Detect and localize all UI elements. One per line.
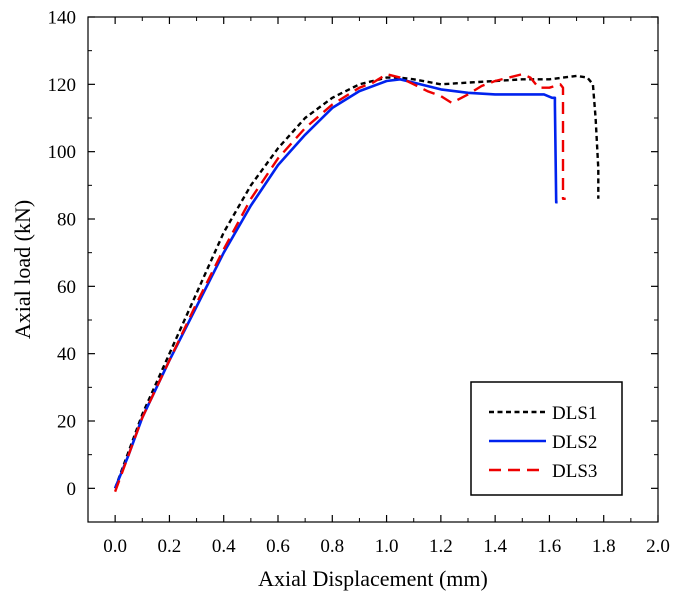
- plot-frame: [87, 16, 659, 523]
- x-tick-label: 1.0: [375, 536, 399, 557]
- legend: DLS1 DLS2 DLS3: [470, 381, 623, 496]
- plot-area: [87, 16, 659, 523]
- x-axis-title: Axial Displacement (mm): [258, 566, 488, 591]
- x-tick-label: 0.8: [320, 536, 344, 557]
- y-axis-title: Axial load (kN): [10, 200, 35, 339]
- x-tick-label: 0.4: [212, 536, 236, 557]
- y-tick-label: 140: [48, 8, 77, 29]
- x-tick-label: 0.0: [103, 536, 127, 557]
- x-tick-label: 1.2: [429, 536, 453, 557]
- y-tick-label: 100: [48, 142, 77, 163]
- series-line-dls3: [113, 72, 566, 493]
- x-tick-label: 0.6: [266, 536, 290, 557]
- legend-box: [470, 381, 623, 496]
- y-tick-label: 60: [57, 277, 76, 298]
- x-tick-label: 2.0: [646, 536, 670, 557]
- legend-label: DLS2: [552, 432, 597, 453]
- x-axis: 0.0 0.2 0.4 0.6 0.8 1.0 1.2 1.4 1.6 1.8 2.0: [87, 17, 670, 557]
- x-tick-label: 1.8: [592, 536, 616, 557]
- x-tick-label: 1.6: [538, 536, 562, 557]
- y-tick-label: 40: [57, 344, 76, 365]
- series-layer: [113, 72, 600, 493]
- y-tick-label: 80: [57, 210, 76, 231]
- y-tick-label: 0: [67, 479, 77, 500]
- legend-label: DLS1: [552, 403, 597, 424]
- y-tick-label: 120: [48, 75, 77, 96]
- x-tick-label: 1.4: [483, 536, 507, 557]
- y-tick-label: 20: [57, 412, 76, 433]
- x-tick-label: 0.2: [158, 536, 182, 557]
- legend-label: DLS3: [552, 461, 597, 482]
- y-axis: 0 20 40 60 80 100 120 140: [48, 8, 658, 523]
